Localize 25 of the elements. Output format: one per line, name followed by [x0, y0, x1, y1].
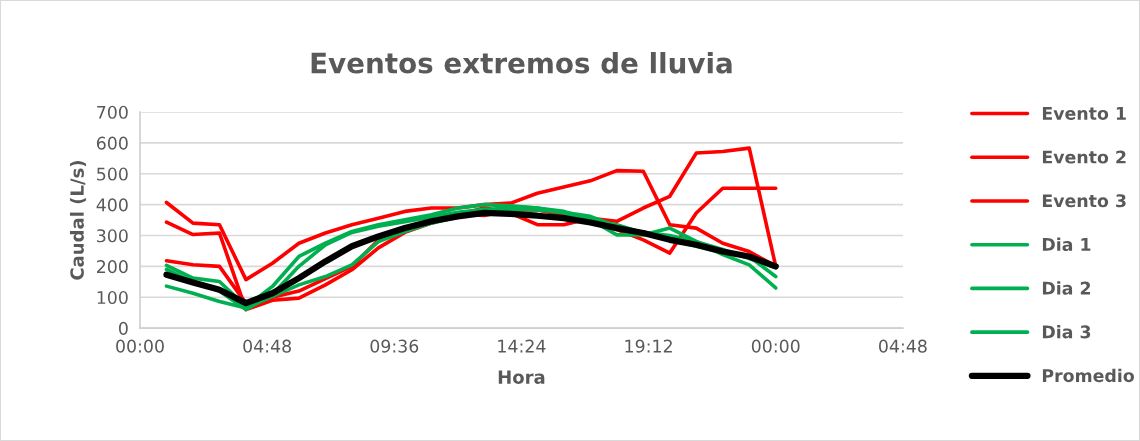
y-tick-label: 0 — [118, 321, 128, 335]
y-tick-label: 300 — [97, 229, 128, 243]
x-tick-label: 00:00 — [751, 339, 800, 353]
chart-title: Eventos extremos de lluvia — [311, 52, 732, 74]
y-tick-label: 100 — [97, 290, 128, 305]
x-tick-label: 04:48 — [243, 339, 291, 353]
y-tick-label: 400 — [96, 198, 128, 212]
y-tick-label: 200 — [97, 260, 128, 274]
x-tick-label: 04:48 — [879, 339, 927, 353]
legend-label: Dia 1 — [1042, 237, 1091, 252]
x-tick-label: 09:36 — [370, 339, 419, 353]
x-axis-title: Hora — [498, 370, 545, 384]
legend-label: Promedio — [1042, 368, 1134, 383]
y-tick-label: 500 — [97, 167, 128, 181]
y-axis-title: Caudal (L/s) — [69, 161, 87, 280]
legend-label: Dia 3 — [1042, 325, 1091, 339]
x-tick-label: 14:24 — [498, 339, 546, 353]
legend-label: Evento 1 — [1042, 106, 1126, 120]
legend-label: Evento 2 — [1042, 150, 1126, 164]
legend-label: Evento 3 — [1042, 194, 1126, 208]
x-tick-label: 00:00 — [116, 339, 164, 353]
y-tick-label: 700 — [97, 105, 128, 119]
y-tick-label: 600 — [96, 136, 128, 150]
legend-label: Dia 2 — [1042, 281, 1091, 295]
x-tick-label: 19:12 — [625, 339, 672, 353]
